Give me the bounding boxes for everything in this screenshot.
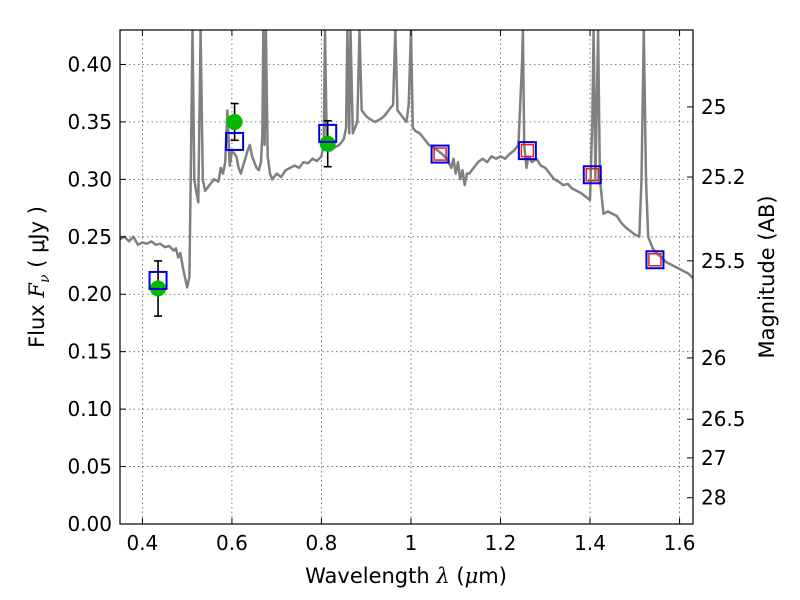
- y-tick-label: 0.00: [67, 512, 112, 536]
- marker-layer: [148, 102, 665, 317]
- y2-tick-label: 26: [701, 346, 726, 370]
- y2-tick-label: 28: [701, 486, 726, 510]
- y-tick-label: 0.20: [67, 282, 112, 306]
- x-axis-title-unit-rest: m): [478, 564, 507, 588]
- x-axis-title: Wavelength λ (μm): [305, 564, 507, 588]
- x-tick-label: 1: [405, 531, 418, 555]
- y2-tick-label: 27: [701, 446, 726, 470]
- plot-frame: [119, 29, 694, 525]
- y-tick-label: 0.30: [67, 167, 112, 191]
- y-tick-label: 0.40: [67, 52, 112, 76]
- series-layer: [120, 30, 693, 289]
- upper-limit-marker: [585, 168, 600, 182]
- x-tick-label: 0.4: [126, 531, 158, 555]
- x-tick-label: 1.6: [664, 531, 696, 555]
- x-tick-label: 0.6: [216, 531, 248, 555]
- observed-flux-point: [226, 113, 243, 130]
- y-tick-label: 0.10: [67, 397, 112, 421]
- model-flux-marker: [225, 131, 245, 151]
- x-axis-title-unit-mu: μ: [465, 564, 479, 588]
- y-tick-label: 0.05: [67, 455, 112, 479]
- model-flux-marker: [148, 270, 168, 290]
- x-axis-title-prefix: Wavelength: [305, 564, 430, 588]
- y2-tick-label: 25.5: [701, 249, 746, 273]
- model-flux-marker: [430, 144, 450, 164]
- y-tick-label: 0.25: [67, 225, 112, 249]
- axis-layer: 0.4 0.6 0.8 1 1.2 1.4 1.6 0.00 0.05 0.10 0.15 0.20 0…: [67, 30, 746, 555]
- observed-flux-point: [319, 135, 336, 152]
- plot-background: [120, 30, 693, 524]
- y-axis-title-unit: ( μJy ): [25, 206, 49, 268]
- upper-limit-marker: [648, 253, 662, 267]
- y-tick-label: 0.15: [67, 340, 112, 364]
- y-tick-label: 0.35: [67, 110, 112, 134]
- sed-line: [120, 30, 693, 289]
- grid: [120, 30, 693, 525]
- y2-tick-label: 25.2: [701, 165, 746, 189]
- model-flux-marker: [645, 250, 665, 270]
- y2-tick-label: 26.5: [701, 407, 746, 431]
- x-tick-label: 0.8: [306, 531, 338, 555]
- x-axis-title-unit-open: (: [456, 564, 464, 588]
- upper-limit-marker: [520, 143, 535, 158]
- y-axis-title: Flux Fν ( μJy ): [25, 206, 53, 348]
- model-flux-marker: [517, 141, 537, 161]
- x-tick-label: 1.4: [574, 531, 606, 555]
- model-flux-marker: [318, 123, 338, 143]
- upper-limit-marker: [433, 147, 447, 161]
- y2-axis-title: Magnitude (AB): [755, 195, 779, 358]
- y-axis-title-prefix: Flux: [25, 304, 49, 348]
- y-axis-title-symbol: F: [25, 282, 49, 299]
- y2-tick-label: 25: [701, 95, 726, 119]
- model-flux-marker: [582, 165, 602, 185]
- x-axis-title-symbol: λ: [435, 564, 449, 588]
- x-tick-label: 1.2: [485, 531, 517, 555]
- y-axis-title-subscript: ν: [37, 274, 53, 283]
